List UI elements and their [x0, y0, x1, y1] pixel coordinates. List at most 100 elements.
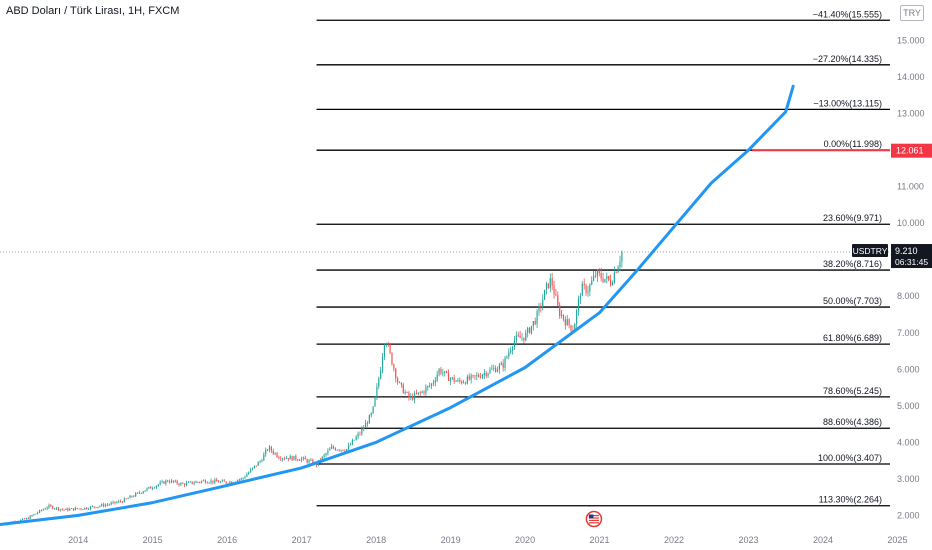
candle-body [349, 444, 352, 446]
x-tick-label: 2025 [887, 535, 907, 545]
candle-body [340, 449, 342, 451]
candle-body [236, 480, 239, 482]
candle-body [370, 413, 372, 416]
candle-body [332, 446, 335, 449]
y-tick-label: 7.000 [897, 328, 920, 338]
candle-body [159, 482, 161, 485]
x-tick-label: 2024 [813, 535, 833, 545]
candle-body [225, 481, 227, 484]
candle-body [178, 483, 180, 485]
candle-body [521, 337, 523, 339]
candle-body [351, 440, 354, 445]
price-axis[interactable]: 2.0003.0004.0005.0006.0007.0008.0009.000… [897, 36, 925, 521]
candle-body [31, 515, 33, 517]
candle-body [212, 480, 214, 483]
candle-body [581, 283, 583, 296]
candle-body [33, 514, 35, 516]
candle-body [385, 344, 387, 346]
candle-body [291, 456, 293, 461]
candle-body [415, 393, 418, 394]
flag-stripe [588, 522, 599, 524]
candle-body [504, 357, 506, 368]
candle-body [108, 504, 110, 506]
candle-body [35, 513, 37, 515]
candle-body [148, 486, 150, 489]
candle-body [325, 453, 327, 455]
flag-stripe [588, 517, 599, 519]
candle-body [400, 382, 402, 385]
candle-body [438, 368, 440, 375]
x-tick-label: 2014 [68, 535, 88, 545]
candle-body [425, 387, 427, 393]
candle-body [555, 294, 557, 296]
fib-level-label: 78.60%(5.245) [823, 386, 882, 396]
candle-body [250, 469, 252, 473]
candle-body [125, 498, 127, 500]
candle-body [167, 480, 169, 482]
candle-body [511, 347, 514, 351]
candle-body [37, 512, 39, 514]
candle-body [338, 449, 340, 451]
candle-body [440, 368, 442, 374]
candle-body [429, 385, 431, 387]
candle-body [419, 392, 421, 394]
x-tick-label: 2017 [292, 535, 312, 545]
candle-body [63, 509, 65, 511]
candle-body [266, 449, 269, 451]
candle-body [189, 481, 191, 483]
candle-body [242, 477, 244, 479]
symbol-title[interactable]: ABD Doları / Türk Lirası, 1H, FXCM [6, 5, 180, 17]
candle-body [523, 337, 525, 341]
candle-body [285, 458, 288, 459]
us-flag-icon[interactable] [585, 510, 603, 528]
x-tick-label: 2018 [366, 535, 386, 545]
candle-body [532, 321, 534, 326]
fib-level-label: 23.60%(9.971) [823, 213, 882, 223]
candle-body [257, 462, 259, 466]
candle-body [270, 446, 272, 451]
x-tick-label: 2021 [590, 535, 610, 545]
candle-body [261, 460, 263, 462]
candle-body [280, 458, 282, 460]
candle-body [336, 449, 338, 451]
candle-body [287, 458, 289, 460]
candle-body [185, 482, 188, 486]
candle-body [210, 480, 212, 483]
time-axis[interactable]: 2014 2015 2016 2017 2018 2019 2020 2021 2022 2023… [68, 535, 907, 545]
candle-body [613, 272, 615, 283]
candle-body [299, 460, 301, 461]
candle-body [617, 266, 619, 273]
candle-body [570, 325, 572, 331]
candle-body [487, 373, 489, 376]
candle-body [300, 458, 303, 461]
candle-body [61, 509, 63, 511]
flag-stripe [588, 519, 599, 521]
x-tick-label: 2019 [441, 535, 461, 545]
candle-body [513, 340, 516, 348]
candle-body [44, 508, 46, 510]
candle-body [432, 382, 435, 384]
candle-body [402, 384, 404, 394]
candle-body [611, 282, 614, 285]
candle-body [560, 314, 563, 316]
fibonacci-levels: −41.40%(15.555) −27.20%(14.335) −13.00%(13… [316, 9, 890, 507]
candle-body [413, 393, 416, 400]
candle-body [29, 515, 31, 519]
candle-body [577, 298, 580, 311]
candle-body [496, 369, 499, 373]
currency-badge[interactable]: TRY [900, 5, 924, 21]
x-tick-label: 2020 [515, 535, 535, 545]
candle-body [170, 480, 173, 483]
candle-body [308, 460, 310, 463]
candle-body [202, 480, 205, 482]
candle-body [187, 482, 190, 483]
candle-body [302, 457, 305, 459]
candle-body [91, 506, 93, 508]
candle-body [398, 382, 401, 383]
candle-body [182, 483, 184, 484]
candle-body [231, 481, 233, 483]
candle-body [191, 481, 193, 484]
candle-body [391, 352, 393, 365]
